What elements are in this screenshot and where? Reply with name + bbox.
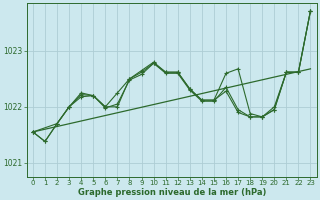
X-axis label: Graphe pression niveau de la mer (hPa): Graphe pression niveau de la mer (hPa) [77, 188, 266, 197]
